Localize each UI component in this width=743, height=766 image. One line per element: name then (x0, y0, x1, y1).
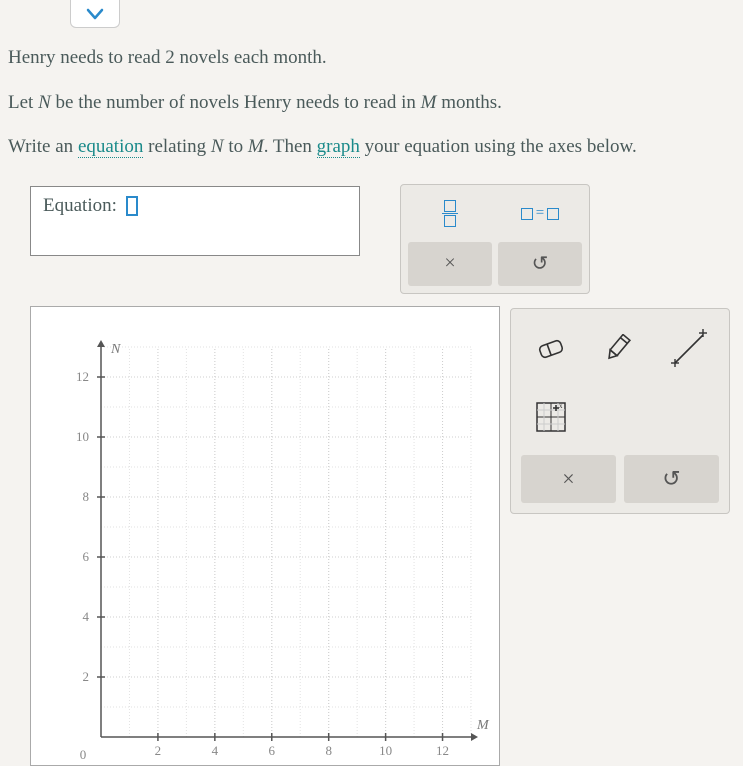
text: Write an (8, 136, 78, 157)
text: Let (8, 92, 38, 113)
collapse-toggle[interactable] (70, 0, 120, 28)
equation-input[interactable]: Equation: (30, 186, 360, 256)
text: . Then (264, 136, 317, 157)
text: to (224, 136, 248, 157)
text: relating (143, 136, 211, 157)
pencil-icon (603, 334, 637, 364)
svg-text:2: 2 (155, 743, 162, 758)
equation-label: Equation: (43, 195, 122, 216)
variable-m: M (421, 92, 437, 113)
problem-line-1: Henry needs to read 2 novels each month. (8, 44, 733, 73)
eraser-tool[interactable] (521, 319, 582, 379)
svg-text:12: 12 (436, 743, 449, 758)
text: 2 (165, 47, 175, 68)
math-clear-button[interactable]: × (408, 242, 492, 286)
line-tool[interactable] (658, 319, 719, 379)
svg-text:2: 2 (83, 669, 90, 684)
fraction-icon (442, 199, 458, 229)
graph-link[interactable]: graph (317, 136, 360, 158)
chevron-down-icon (86, 7, 104, 21)
draw-tool-palette: x × ↺ (510, 308, 730, 514)
point-grid-icon: x (533, 399, 569, 435)
undo-icon: ↺ (662, 466, 680, 492)
graph-canvas[interactable]: 2 4 6 8 10 12 2 4 6 8 10 12 0 M N (30, 306, 500, 766)
svg-text:N: N (110, 342, 121, 357)
equation-cursor (126, 196, 138, 216)
svg-text:0: 0 (80, 747, 87, 762)
draw-tool-empty (590, 387, 651, 447)
svg-text:6: 6 (83, 549, 90, 564)
variable-m: M (248, 136, 264, 157)
undo-icon: ↺ (532, 251, 549, 276)
graph-svg: 2 4 6 8 10 12 2 4 6 8 10 12 0 M N (31, 307, 499, 765)
problem-line-3: Write an equation relating N to M. Then … (8, 133, 733, 162)
svg-text:8: 8 (325, 743, 332, 758)
variable-n: N (211, 136, 224, 157)
equation-template-tool[interactable]: = (498, 192, 582, 236)
svg-text:4: 4 (212, 743, 219, 758)
fraction-tool[interactable] (408, 192, 492, 236)
text: your equation using the axes below. (360, 136, 637, 157)
text: novels each month. (175, 47, 327, 68)
text: be the number of novels Henry needs to r… (51, 92, 421, 113)
svg-text:M: M (476, 718, 490, 733)
text: months. (436, 92, 501, 113)
text: Henry needs to read (8, 47, 165, 68)
svg-text:6: 6 (269, 743, 276, 758)
equation-link[interactable]: equation (78, 136, 143, 158)
svg-text:8: 8 (83, 489, 90, 504)
svg-text:4: 4 (83, 609, 90, 624)
svg-text:x: x (559, 402, 563, 410)
svg-text:10: 10 (379, 743, 392, 758)
draw-tool-empty (658, 387, 719, 447)
close-icon: × (562, 466, 574, 492)
equals-icon: = (521, 205, 559, 222)
line-icon (669, 329, 709, 369)
draw-undo-button[interactable]: ↺ (624, 455, 719, 503)
point-grid-tool[interactable]: x (521, 387, 582, 447)
eraser-icon (534, 335, 568, 363)
variable-n: N (38, 92, 51, 113)
draw-clear-button[interactable]: × (521, 455, 616, 503)
problem-line-2: Let N be the number of novels Henry need… (8, 89, 733, 118)
svg-text:10: 10 (76, 429, 89, 444)
close-icon: × (444, 252, 455, 275)
math-undo-button[interactable]: ↺ (498, 242, 582, 286)
pencil-tool[interactable] (590, 319, 651, 379)
svg-text:12: 12 (76, 369, 89, 384)
math-tool-palette: = × ↺ (400, 184, 590, 294)
